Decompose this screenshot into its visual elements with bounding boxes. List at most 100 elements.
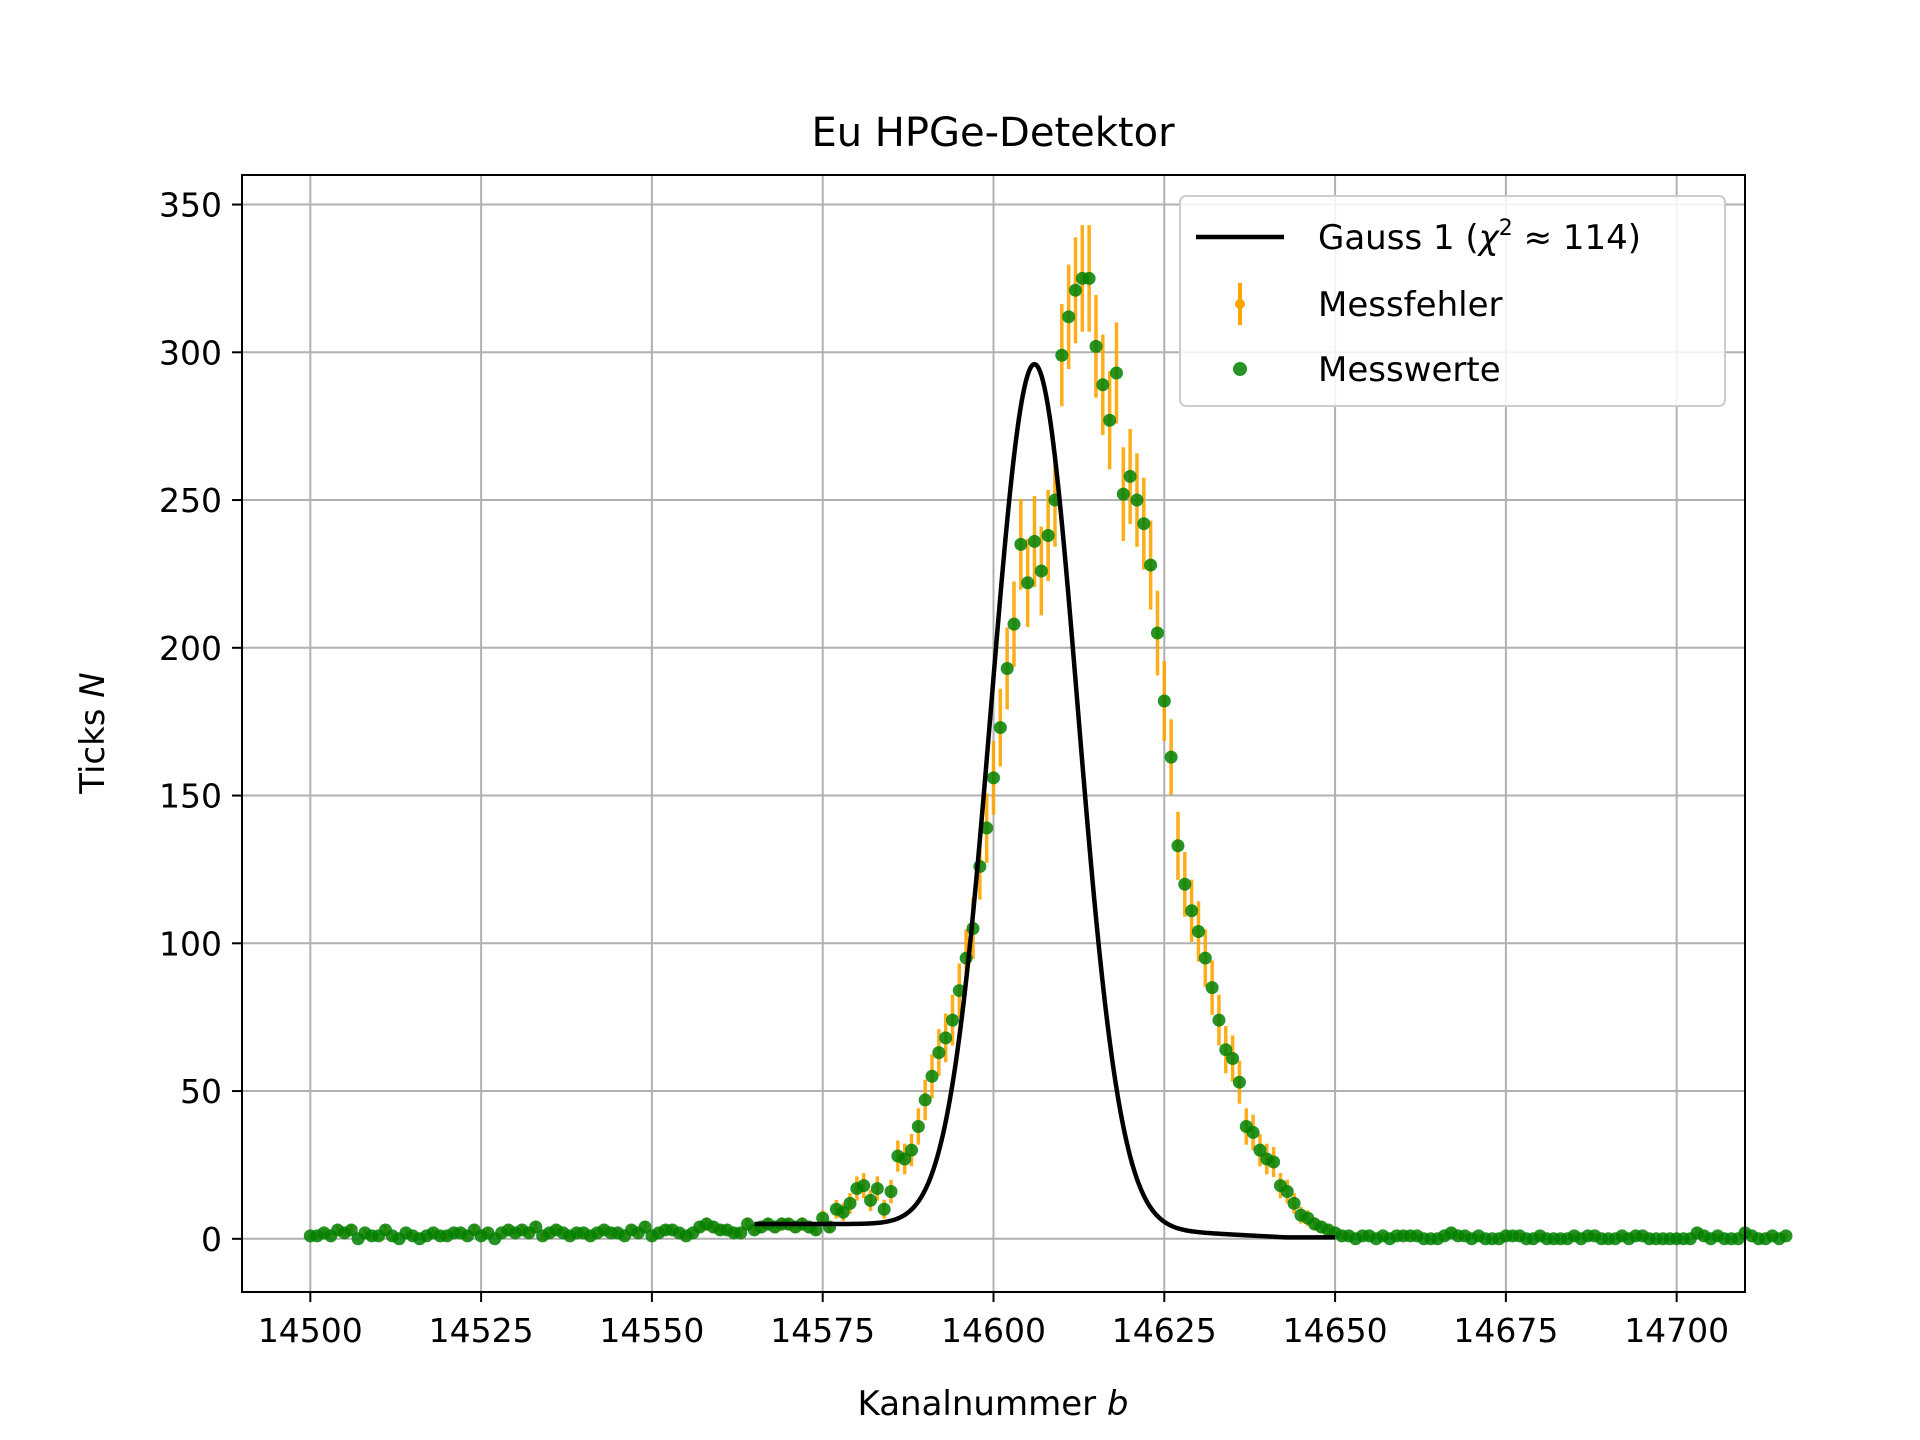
legend-box: [1179, 195, 1726, 407]
data-point: [1130, 493, 1144, 507]
x-axis-label: Kanalnummer b: [858, 1384, 1129, 1424]
legend-fit-label: Gauss 1 (χ2 ≈ 114): [1318, 216, 1641, 258]
data-point: [918, 1093, 932, 1107]
data-point: [1219, 1043, 1233, 1057]
data-point: [1246, 1125, 1260, 1139]
data-point: [1068, 283, 1082, 297]
data-point: [843, 1196, 857, 1210]
data-point: [1280, 1185, 1294, 1199]
data-point: [1027, 534, 1041, 548]
legend-fit-chi: χ: [1477, 218, 1501, 258]
data-point: [734, 1226, 748, 1240]
data-point: [939, 1031, 953, 1045]
data-point: [1109, 366, 1123, 380]
data-point: [993, 721, 1007, 735]
data-point: [529, 1220, 543, 1234]
x-axis-label-var: b: [1107, 1384, 1129, 1424]
x-tick-label: 14675: [1453, 1311, 1558, 1350]
y-axis-label-var: N: [73, 672, 113, 697]
y-tick-label: 150: [159, 777, 222, 816]
legend-points-label: Messwerte: [1318, 350, 1501, 390]
data-point: [1062, 310, 1076, 324]
x-tick-label: 14500: [258, 1311, 363, 1350]
data-point: [1198, 951, 1212, 965]
data-point: [1144, 558, 1158, 572]
data-point: [1171, 839, 1185, 853]
data-point: [905, 1143, 919, 1157]
data-point: [864, 1193, 878, 1207]
x-tick-label: 14625: [1112, 1311, 1217, 1350]
data-point: [1191, 924, 1205, 938]
data-point: [870, 1182, 884, 1196]
data-point: [987, 771, 1000, 785]
legend-errors-swatch-dot: [1235, 299, 1245, 309]
y-axis-ticks: 0 50 100 150 200 250 300 350: [159, 186, 242, 1259]
data-point: [1055, 348, 1069, 362]
data-point: [1205, 981, 1219, 995]
data-point: [1041, 529, 1055, 543]
y-tick-label: 300: [159, 333, 222, 372]
data-point: [1034, 564, 1048, 578]
data-point: [1150, 626, 1164, 640]
x-tick-label: 14600: [941, 1311, 1046, 1350]
data-point: [911, 1120, 925, 1134]
data-point: [1232, 1075, 1246, 1089]
data-point: [857, 1179, 871, 1193]
data-point: [1137, 517, 1151, 531]
x-axis-ticks: 14500 14525 14550 14575 14600 14625 14650 14675…: [258, 1292, 1729, 1350]
data-point: [1007, 617, 1021, 631]
data-point: [1779, 1229, 1793, 1243]
data-point: [1226, 1052, 1240, 1066]
legend: Gauss 1 (χ2 ≈ 114) Messfehler Messwerte: [1179, 195, 1726, 407]
data-point: [1089, 339, 1103, 353]
legend-points-swatch: [1233, 362, 1247, 376]
data-point: [1014, 537, 1028, 551]
data-point: [1157, 694, 1171, 708]
data-point: [638, 1220, 652, 1234]
data-point: [1287, 1196, 1301, 1210]
gauss-fit-line: [754, 361, 1336, 1240]
legend-fit-prefix: Gauss 1 (: [1318, 218, 1479, 258]
data-points: [303, 271, 1793, 1246]
data-point: [1185, 904, 1199, 918]
data-point: [1116, 487, 1130, 501]
data-point: [1164, 750, 1178, 764]
data-point: [946, 1013, 960, 1027]
data-point: [1021, 576, 1035, 590]
x-tick-label: 14525: [429, 1311, 534, 1350]
x-axis-label-text: Kanalnummer: [858, 1384, 1107, 1424]
y-tick-label: 50: [180, 1072, 222, 1111]
y-tick-label: 100: [159, 924, 222, 963]
y-tick-label: 250: [159, 481, 222, 520]
data-point: [1178, 877, 1192, 891]
data-point: [1123, 469, 1137, 483]
legend-fit-suffix: ≈ 114): [1513, 218, 1641, 258]
data-point: [1253, 1143, 1267, 1157]
x-tick-label: 14700: [1624, 1311, 1729, 1350]
data-point: [1000, 661, 1014, 675]
data-point: [836, 1205, 850, 1219]
data-point: [898, 1152, 912, 1166]
data-point: [925, 1069, 939, 1083]
data-point: [1267, 1155, 1281, 1169]
data-point: [884, 1185, 898, 1199]
x-tick-label: 14575: [770, 1311, 875, 1350]
data-point: [344, 1223, 358, 1237]
y-tick-label: 0: [201, 1220, 222, 1259]
chart-title: Eu HPGe-Detektor: [811, 110, 1175, 156]
data-point: [877, 1202, 891, 1216]
data-point: [809, 1223, 823, 1237]
x-tick-label: 14550: [599, 1311, 704, 1350]
data-point: [1082, 271, 1096, 285]
y-tick-label: 200: [159, 629, 222, 668]
x-tick-label: 14650: [1283, 1311, 1388, 1350]
data-point: [1212, 1013, 1226, 1027]
legend-fit-sup: 2: [1499, 216, 1513, 241]
data-point: [1103, 413, 1117, 427]
data-point: [932, 1046, 946, 1060]
legend-errors-label: Messfehler: [1318, 285, 1502, 325]
y-axis-label: Ticks N: [73, 672, 113, 795]
data-point: [1096, 378, 1110, 392]
y-tick-label: 350: [159, 186, 222, 225]
